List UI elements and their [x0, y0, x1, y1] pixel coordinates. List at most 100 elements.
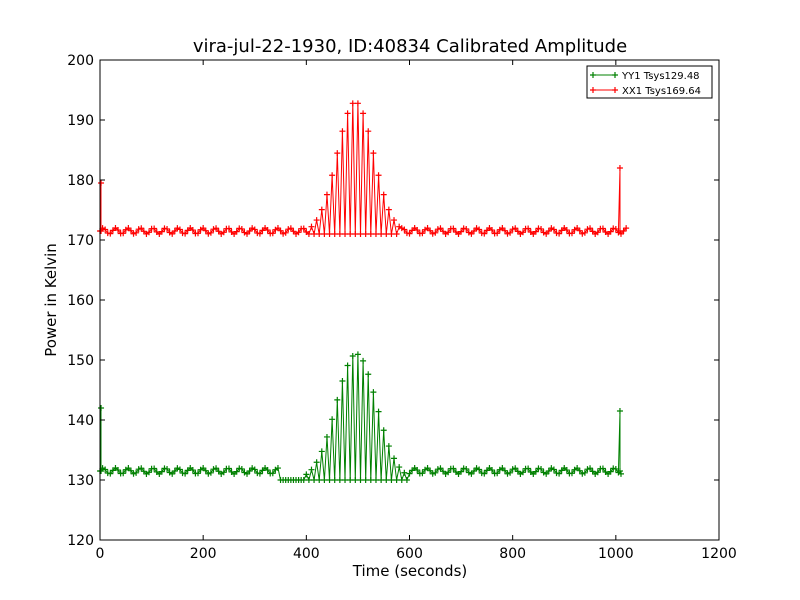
data-point	[225, 225, 232, 232]
data-point	[98, 405, 105, 411]
data-point	[213, 225, 220, 232]
data-point	[463, 225, 470, 232]
data-point	[563, 227, 570, 234]
data-point	[305, 477, 312, 483]
data-point	[176, 466, 183, 473]
data-point	[339, 128, 346, 135]
data-point	[321, 477, 328, 483]
data-point	[336, 231, 343, 237]
legend-marker	[590, 72, 596, 78]
data-point	[393, 231, 400, 237]
data-point	[403, 477, 410, 483]
data-point	[370, 389, 377, 396]
data-point	[133, 469, 140, 476]
data-point	[213, 465, 220, 472]
data-point	[427, 227, 434, 234]
data-point	[406, 230, 413, 237]
data-point	[507, 229, 514, 236]
data-point	[616, 165, 623, 171]
data-point	[264, 467, 271, 474]
data-point	[300, 477, 307, 483]
data-point	[623, 225, 630, 232]
y-tick-label: 200	[67, 53, 94, 69]
data-point	[164, 225, 171, 232]
data-point	[385, 443, 392, 450]
data-point	[300, 225, 307, 232]
data-point	[303, 471, 310, 478]
data-point	[146, 469, 153, 476]
legend-label-1: XX1 Tsys169.64	[622, 86, 701, 97]
data-point	[189, 467, 196, 474]
data-point	[331, 231, 338, 237]
data-point	[550, 226, 557, 233]
data-point	[269, 230, 276, 237]
data-point	[347, 231, 354, 237]
data-point	[305, 230, 312, 237]
chart-title: vira-jul-22-1930, ID:40834 Calibrated Am…	[193, 36, 627, 57]
data-point	[375, 172, 382, 179]
data-point	[311, 231, 318, 237]
data-point	[323, 433, 330, 440]
data-point	[512, 225, 519, 232]
y-tick-label: 120	[67, 533, 94, 549]
data-point	[616, 468, 623, 474]
legend: YY1 Tsys129.48 XX1 Tsys169.64	[586, 65, 713, 99]
data-point	[316, 477, 323, 483]
data-point	[385, 206, 392, 213]
x-tick-label: 600	[396, 546, 423, 562]
y-axis-label: Power in Kelvin	[42, 243, 60, 357]
data-point	[158, 228, 165, 235]
data-point	[432, 469, 439, 476]
data-point	[458, 468, 465, 475]
data-point	[176, 226, 183, 233]
data-point	[476, 226, 483, 233]
data-point	[380, 191, 387, 198]
data-point	[512, 465, 519, 472]
data-point	[349, 353, 356, 360]
y-tick-label: 160	[67, 293, 94, 309]
data-point	[489, 467, 496, 474]
data-point	[401, 226, 408, 233]
data-point	[354, 351, 361, 358]
data-point	[406, 470, 413, 477]
data-point	[445, 229, 452, 236]
data-point	[146, 229, 153, 236]
data-point	[138, 225, 145, 232]
data-point	[352, 231, 359, 237]
data-point	[378, 477, 385, 483]
data-point	[102, 466, 109, 473]
data-point	[151, 225, 158, 232]
x-tick-label: 200	[190, 546, 217, 562]
data-point	[550, 466, 557, 473]
data-point	[362, 477, 369, 483]
data-point	[532, 468, 539, 475]
data-point	[463, 465, 470, 472]
data-point	[538, 465, 545, 472]
data-point	[538, 225, 545, 232]
data-point	[501, 227, 508, 234]
data-point	[138, 465, 145, 472]
data-point	[372, 231, 379, 237]
data-point	[334, 396, 341, 403]
x-axis-label: Time (seconds)	[352, 562, 468, 580]
data-point	[313, 459, 320, 466]
data-point	[98, 180, 105, 186]
data-point	[256, 470, 263, 477]
data-point	[476, 466, 483, 473]
data-point	[616, 408, 623, 414]
data-point	[318, 206, 325, 213]
data-point	[398, 477, 405, 483]
data-point	[308, 223, 315, 230]
data-point	[581, 469, 588, 476]
data-point	[102, 226, 109, 233]
data-point	[380, 427, 387, 434]
data-point	[419, 230, 426, 237]
data-point	[525, 225, 532, 232]
data-point	[207, 229, 214, 236]
data-point	[195, 470, 202, 477]
data-point	[612, 465, 619, 472]
data-point	[599, 465, 606, 472]
x-tick-label: 1200	[701, 546, 737, 562]
data-point	[251, 466, 258, 473]
